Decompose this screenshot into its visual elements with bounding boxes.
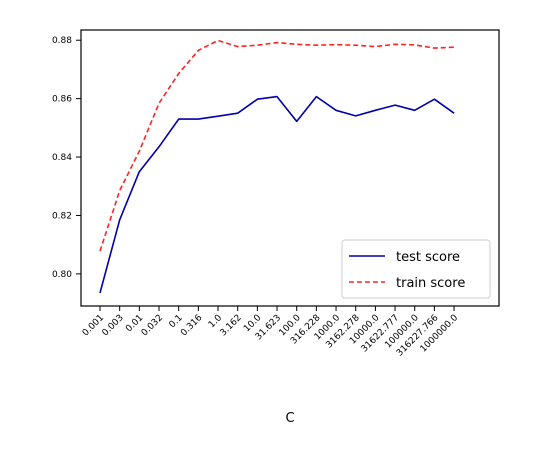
legend: test score train score xyxy=(341,239,491,299)
y-tick-label: 0.84 xyxy=(52,153,72,163)
series-layer xyxy=(99,39,455,294)
y-axis: 0.80 0.82 0.84 0.86 0.88 xyxy=(52,36,81,280)
legend-label-train-score: train score xyxy=(396,276,465,291)
y-tick-label: 0.86 xyxy=(52,95,72,105)
legend-box xyxy=(341,239,491,299)
y-tick-label: 0.88 xyxy=(52,36,72,46)
x-tick-label: 0.001 xyxy=(81,313,106,338)
y-tick-label: 0.80 xyxy=(52,270,72,280)
legend-label-test-score: test score xyxy=(396,250,460,265)
x-tick-label: 0.316 xyxy=(179,313,204,338)
x-tick-label: 0.032 xyxy=(140,313,165,338)
series-line-test-score xyxy=(99,95,455,294)
x-tick-label: 3.162 xyxy=(219,313,244,338)
x-tick-label: 0.003 xyxy=(101,313,126,338)
y-tick-label: 0.82 xyxy=(52,211,72,221)
x-axis-label: C xyxy=(285,411,294,426)
series-line-train-score xyxy=(99,39,455,252)
